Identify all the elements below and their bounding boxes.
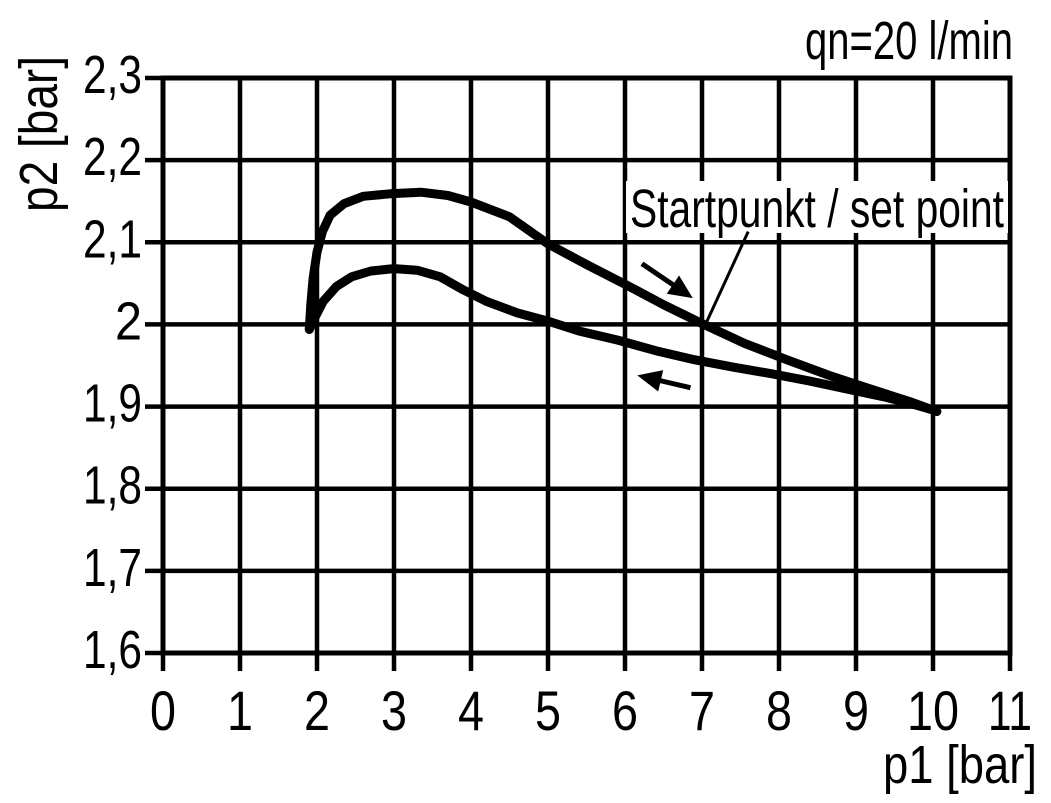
x-tick-label: 9 [843, 679, 869, 742]
annotation-mask [626, 181, 1008, 233]
y-tick-label: 2,3 [83, 45, 142, 105]
y-axis-label: p2 [bar] [9, 56, 69, 212]
x-tick-label: 1 [227, 679, 253, 742]
set-point-callout-line [705, 230, 750, 323]
flow-direction-arrow-left [637, 370, 692, 392]
x-tick-label: 5 [535, 679, 561, 742]
set-point-annotation: Startpunkt / set point [630, 179, 1004, 239]
x-tick-label: 7 [689, 679, 715, 742]
y-tick-label: 1,7 [83, 538, 142, 598]
upper-branch-curve [304, 187, 942, 416]
y-tick-label: 1,8 [83, 456, 142, 516]
x-tick-label: 0 [150, 679, 176, 742]
chart-title: qn=20 l/min [805, 11, 1013, 71]
grid [145, 75, 1013, 671]
plot-frame [160, 75, 1013, 656]
lower-branch-curve [304, 264, 940, 416]
x-tick-label: 6 [612, 679, 638, 742]
y-tick-label: 2,1 [83, 209, 142, 269]
x-tick-label: 10 [907, 679, 959, 742]
x-tick-label: 3 [381, 679, 407, 742]
x-tick-label: 11 [988, 679, 1032, 742]
x-axis-label: p1 [bar] [883, 735, 1037, 795]
x-tick-label: 8 [766, 679, 792, 742]
y-tick-labels: 2,3 2,2 2,1 2 1,9 1,8 1,7 1,6 [83, 45, 142, 680]
x-tick-labels: 0 1 2 3 4 5 6 7 8 9 10 11 [150, 679, 1032, 742]
flow-direction-arrow-right [640, 261, 693, 299]
y-tick-label: 2 [115, 291, 142, 351]
x-tick-label: 2 [304, 679, 330, 742]
y-tick-label: 1,6 [83, 620, 142, 680]
y-tick-label: 1,9 [83, 374, 142, 434]
y-tick-label: 2,2 [83, 127, 142, 187]
x-tick-label: 4 [458, 679, 484, 742]
